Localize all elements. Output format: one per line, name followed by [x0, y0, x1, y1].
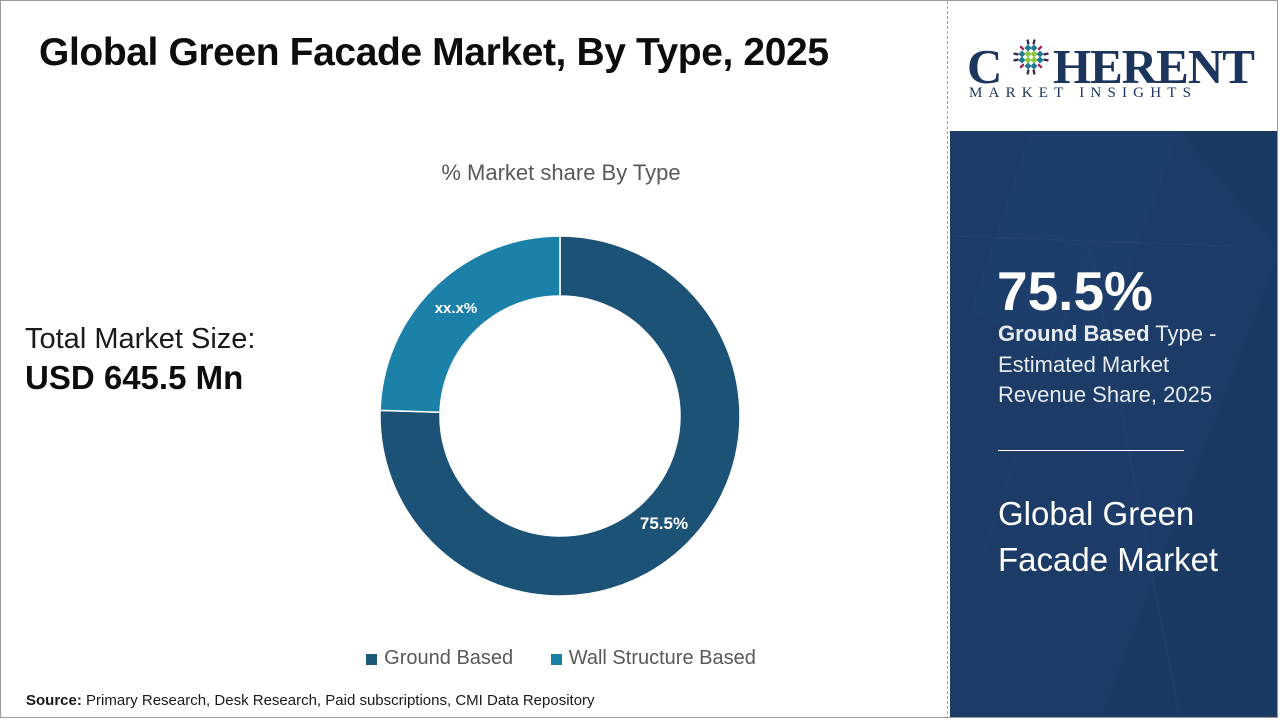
svg-text:75.5%: 75.5%	[640, 514, 688, 533]
svg-text:MARKET INSIGHTS: MARKET INSIGHTS	[969, 85, 1197, 101]
svg-text:xx.x%: xx.x%	[435, 300, 478, 317]
